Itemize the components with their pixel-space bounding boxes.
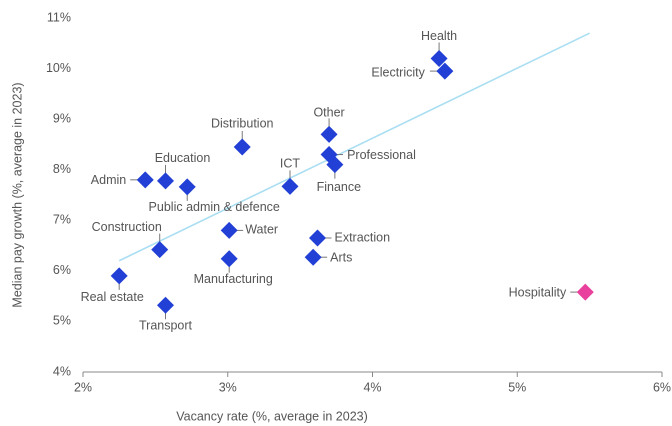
x-tick-label: 5% [508, 380, 526, 394]
point-label: Distribution [211, 116, 274, 130]
y-tick-label: 11% [47, 10, 71, 24]
point-label: Transport [139, 319, 193, 333]
marker [157, 172, 175, 190]
y-axis-label: Median pay growth (%, average in 2023) [10, 82, 24, 307]
y-tick-label: 4% [53, 364, 71, 378]
point-label: Electricity [371, 65, 425, 79]
marker [308, 229, 326, 247]
y-tick-label: 9% [53, 111, 71, 125]
point-label: Education [155, 151, 211, 165]
point-label: Professional [347, 148, 416, 162]
marker [110, 267, 128, 285]
y-tick-label: 7% [53, 213, 71, 227]
point-label: Arts [330, 250, 352, 264]
trend-line [118, 32, 590, 262]
point-label: Manufacturing [194, 272, 273, 286]
marker [320, 125, 338, 143]
point-label: Finance [317, 180, 362, 194]
marker [233, 138, 251, 156]
point-label: Water [245, 223, 278, 237]
x-tick-label: 3% [219, 380, 237, 394]
marker [178, 178, 196, 196]
marker [220, 250, 238, 268]
y-tick-label: 10% [46, 61, 71, 75]
marker [220, 221, 238, 239]
point-label: Hospitality [509, 285, 567, 299]
point-label: Other [313, 106, 344, 120]
marker [304, 248, 322, 266]
marker [136, 171, 154, 189]
x-tick-label: 4% [363, 380, 381, 394]
marker [326, 156, 344, 174]
point-label: Public admin & defence [149, 200, 280, 214]
point-label: Real estate [81, 290, 144, 304]
point-label: ICT [280, 157, 301, 171]
y-tick-label: 6% [53, 263, 71, 277]
point-label: Construction [92, 220, 162, 234]
marker [436, 62, 454, 80]
point-label: Admin [91, 173, 126, 187]
marker [151, 241, 169, 259]
x-tick-label: 6% [653, 380, 671, 394]
marker [157, 296, 175, 314]
marker [430, 49, 448, 67]
marker [281, 177, 299, 195]
point-label: Health [421, 29, 457, 43]
x-axis-label: Vacancy rate (%, average in 2023) [176, 409, 368, 423]
marker [576, 283, 594, 301]
y-tick-label: 5% [53, 314, 71, 328]
x-tick-label: 2% [74, 380, 92, 394]
y-tick-label: 8% [53, 162, 71, 176]
point-label: Extraction [334, 230, 390, 244]
